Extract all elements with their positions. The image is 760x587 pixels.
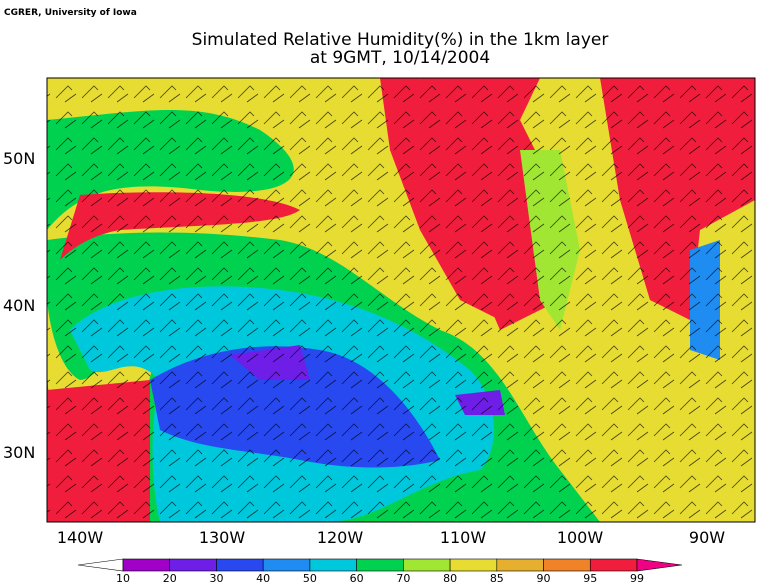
colorbar-swatch (169, 558, 217, 572)
colorbar-under (77, 558, 124, 572)
title-line-2: at 9GMT, 10/14/2004 (310, 48, 490, 68)
colorbar-over (636, 558, 683, 572)
colorbar-swatch (309, 558, 357, 572)
colorbar-swatch (449, 558, 498, 572)
colorbar-swatch (122, 558, 171, 572)
colorbar-label: 40 (256, 572, 270, 585)
colorbar-label: 95 (583, 572, 597, 585)
title-line-1: Simulated Relative Humidity(%) in the 1k… (192, 30, 609, 50)
colorbar-swatch (496, 558, 544, 572)
lon-label: 130W (199, 528, 246, 547)
colorbar-label: 85 (490, 572, 504, 585)
lon-label: 140W (57, 528, 104, 547)
colorbar-swatch (543, 558, 591, 572)
colorbar: 10 20 30 40 50 60 70 80 85 90 95 99 (77, 558, 683, 585)
colorbar-label: 50 (303, 572, 317, 585)
colorbar-label: 70 (396, 572, 410, 585)
colorbar-swatch (403, 558, 451, 572)
lon-label: 90W (689, 528, 725, 547)
lon-label: 110W (440, 528, 487, 547)
colorbar-swatch (216, 558, 264, 572)
colorbar-swatch (262, 558, 311, 572)
colorbar-label: 20 (163, 572, 177, 585)
humidity-map (47, 78, 755, 522)
colorbar-label: 99 (630, 572, 644, 585)
colorbar-label: 90 (537, 572, 551, 585)
colorbar-swatch (356, 558, 404, 572)
lon-label: 120W (317, 528, 364, 547)
axis-labels: 140W 130W 120W 110W 100W 90W 50N 40N 30N (3, 149, 725, 547)
colorbar-label: 10 (116, 572, 130, 585)
credit: CGRER, University of Iowa (4, 8, 137, 18)
colorbar-label: 80 (443, 572, 457, 585)
lat-label: 40N (3, 296, 35, 315)
map-frame (46, 77, 756, 523)
colorbar-swatch (589, 558, 638, 572)
colorbar-label: 60 (350, 572, 364, 585)
lat-label: 30N (3, 443, 35, 462)
lon-label: 100W (557, 528, 604, 547)
colorbar-label: 30 (209, 572, 223, 585)
lat-label: 50N (3, 149, 35, 168)
